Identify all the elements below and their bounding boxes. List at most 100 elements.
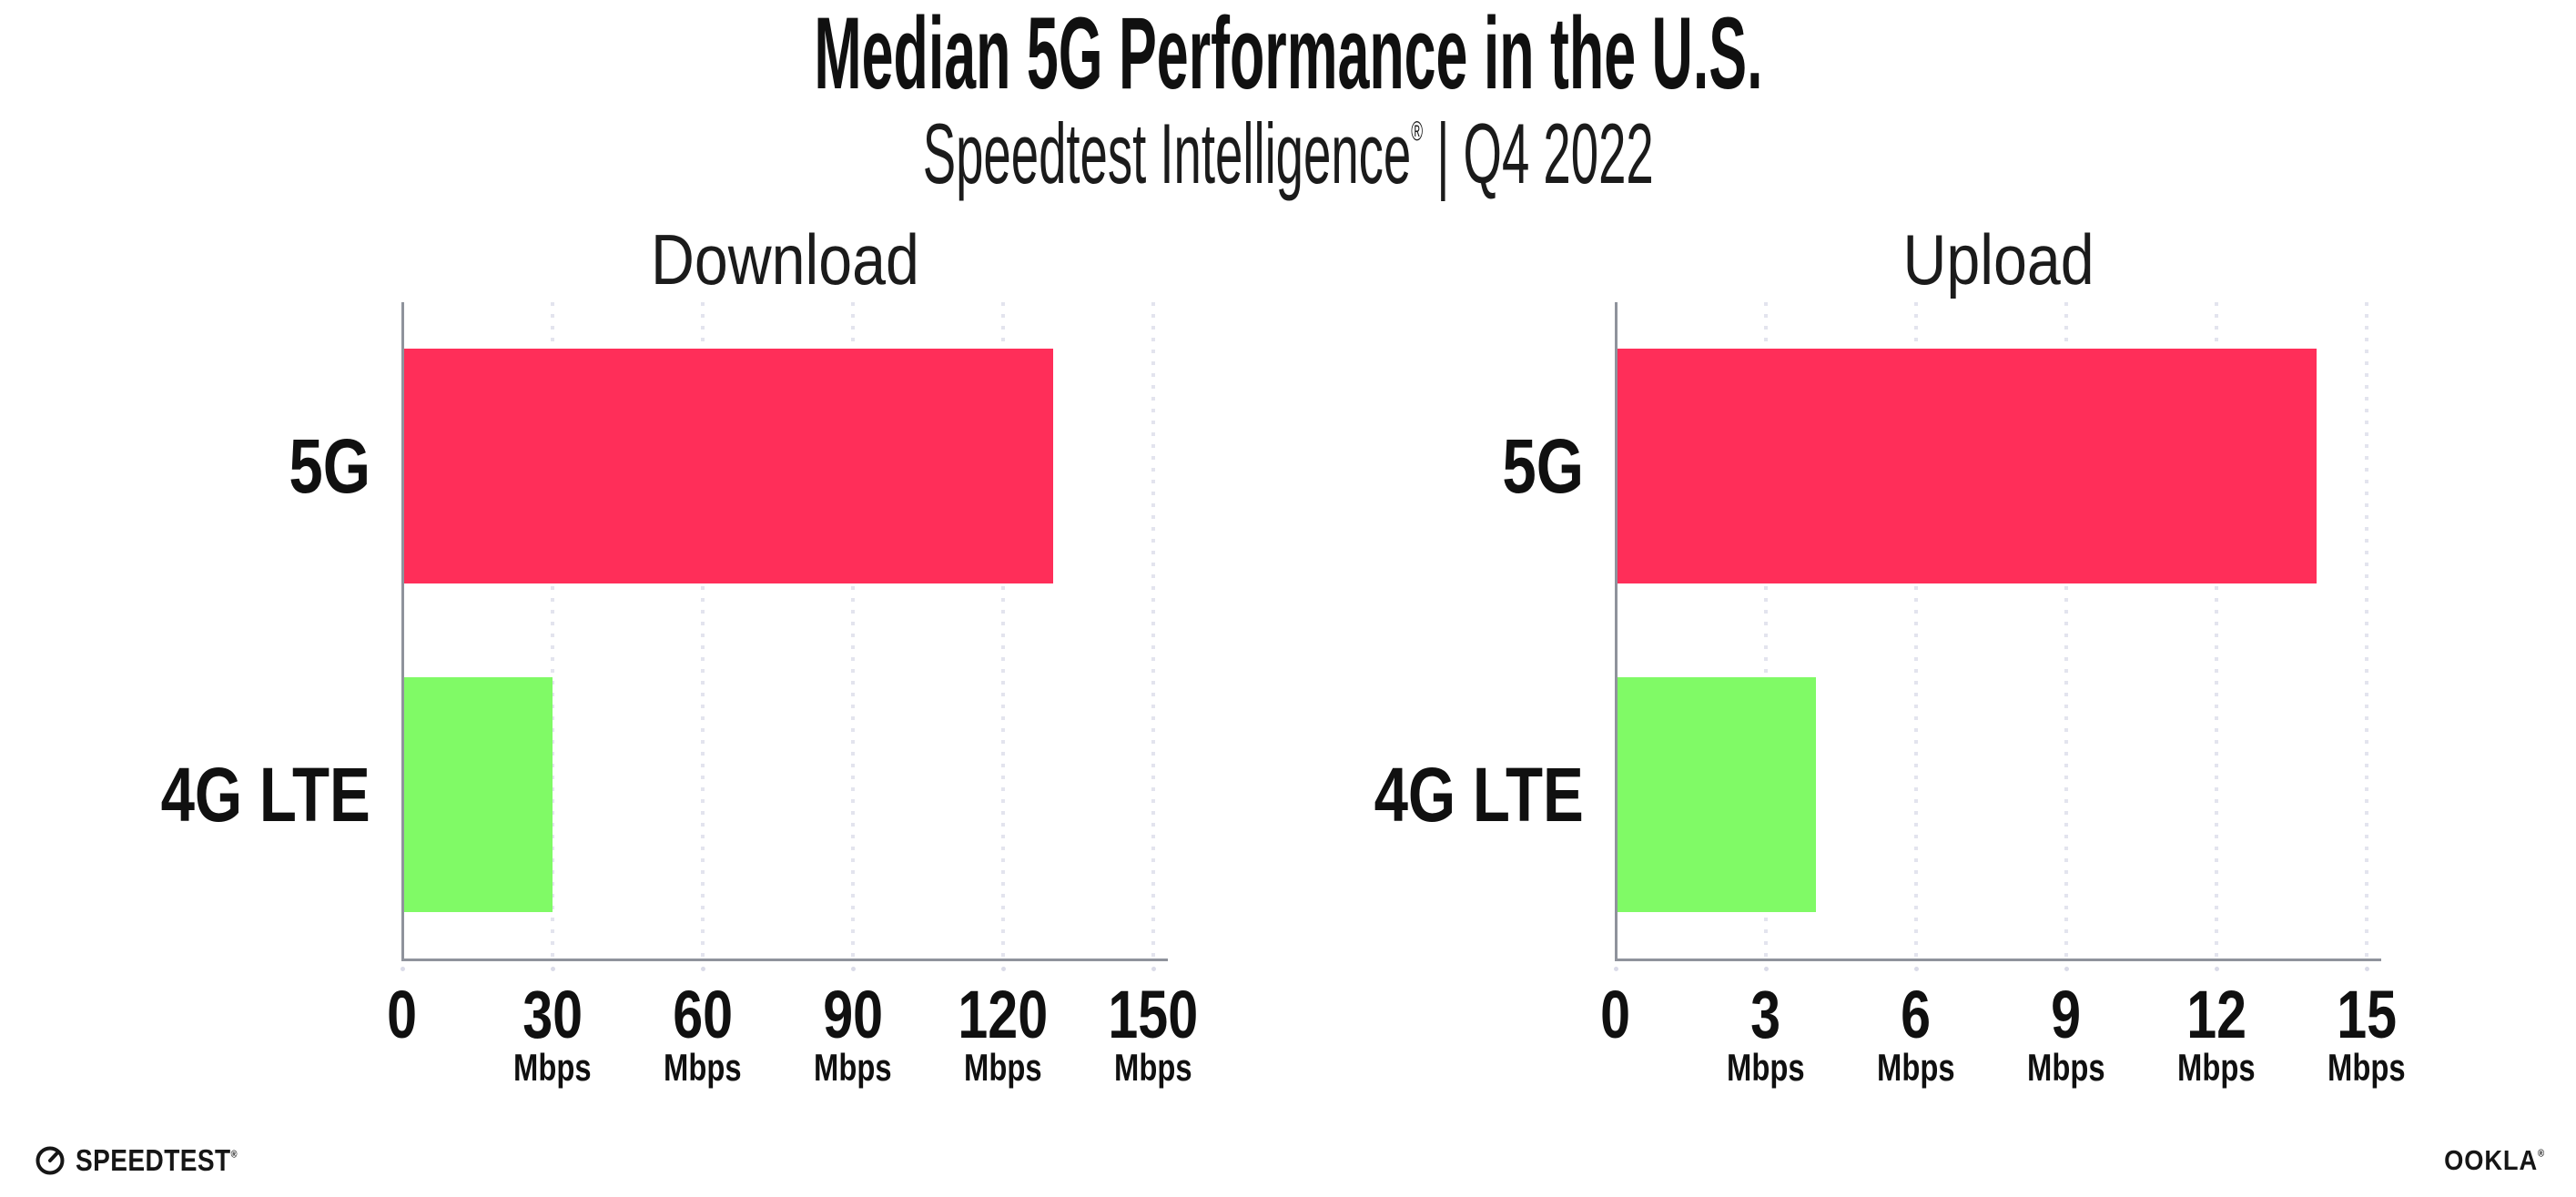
- x-tick-mark-60-download: [701, 967, 705, 971]
- x-tick-unit-text: Mbps: [2177, 1046, 2256, 1089]
- x-tick-value: 12: [2186, 977, 2246, 1052]
- x-tick-label-3-upload: 3: [1657, 981, 1875, 1049]
- x-tick-unit-text: Mbps: [664, 1046, 742, 1089]
- gridline-60-download: [701, 302, 705, 959]
- x-tick-label-15-upload: 15: [2257, 981, 2476, 1049]
- x-tick-unit-60-download: Mbps: [593, 1049, 812, 1087]
- category-label-text: 5G: [289, 423, 370, 510]
- x-tick-value: 0: [387, 977, 418, 1052]
- x-tick-value: 6: [1901, 977, 1932, 1052]
- x-tick-unit-text: Mbps: [513, 1046, 592, 1089]
- gauge-icon: [35, 1146, 65, 1175]
- x-tick-mark-6-upload: [1914, 967, 1919, 971]
- x-tick-value: 90: [823, 977, 883, 1052]
- speedtest-logo: SPEEDTEST®: [33, 1140, 266, 1180]
- x-tick-unit-9-upload: Mbps: [1957, 1049, 2175, 1087]
- page-title-text: Median 5G Performance in the U.S.: [813, 0, 1763, 110]
- chart-title-download: Download: [402, 224, 1168, 295]
- x-tick-mark-90-download: [851, 967, 856, 971]
- gridline-6-upload: [1914, 302, 1918, 959]
- page-title: Median 5G Performance in the U.S.: [0, 0, 2576, 107]
- chart-title-text: Upload: [1902, 219, 2094, 299]
- chart-title-text: Download: [651, 219, 919, 299]
- x-axis-line-upload: [1615, 959, 2381, 961]
- x-tick-value: 9: [2051, 977, 2082, 1052]
- category-label-4g-lte-upload: 4G LTE: [1111, 677, 1584, 912]
- x-tick-unit-150-download: Mbps: [1044, 1049, 1263, 1087]
- gridline-90-download: [851, 302, 855, 959]
- bar-5g-download: [402, 349, 1053, 584]
- x-tick-value: 0: [1600, 977, 1631, 1052]
- gridline-12-upload: [2215, 302, 2218, 959]
- registered-trademark-icon: ®: [1411, 117, 1423, 147]
- x-tick-unit-30-download: Mbps: [443, 1049, 662, 1087]
- x-tick-label-12-upload: 12: [2107, 981, 2326, 1049]
- x-tick-mark-0-upload: [1614, 967, 1618, 971]
- bar-5g-upload: [1616, 349, 2317, 584]
- x-axis-line-download: [401, 959, 1168, 961]
- x-tick-unit-text: Mbps: [2027, 1046, 2105, 1089]
- ookla-logo: OOKLA®: [2430, 1141, 2545, 1178]
- x-tick-value: 3: [1750, 977, 1781, 1052]
- x-tick-unit-90-download: Mbps: [744, 1049, 962, 1087]
- bar-4g-lte-upload: [1616, 676, 1816, 912]
- x-tick-value: 60: [673, 977, 733, 1052]
- x-tick-mark-30-download: [551, 967, 555, 971]
- x-tick-mark-12-upload: [2215, 967, 2219, 971]
- category-label-5g-upload: 5G: [1111, 349, 1584, 583]
- x-tick-label-150-download: 150: [1044, 981, 1263, 1049]
- gridline-30-download: [551, 302, 554, 959]
- x-tick-mark-150-download: [1151, 967, 1156, 971]
- x-tick-label-120-download: 120: [894, 981, 1112, 1049]
- x-tick-unit-15-upload: Mbps: [2257, 1049, 2476, 1087]
- ookla-wordmark: OOKLA®: [2444, 1143, 2545, 1176]
- y-axis-spine-download: [401, 302, 404, 961]
- x-tick-value: 30: [522, 977, 583, 1052]
- x-tick-unit-3-upload: Mbps: [1657, 1049, 1875, 1087]
- speedtest-wordmark: SPEEDTEST®: [76, 1142, 238, 1177]
- x-tick-value: 15: [2337, 977, 2397, 1052]
- chart-title-upload: Upload: [1616, 224, 2381, 295]
- subtitle-brand: Speedtest Intelligence: [922, 106, 1412, 201]
- x-tick-unit-text: Mbps: [964, 1046, 1042, 1089]
- category-label-text: 5G: [1502, 423, 1584, 510]
- category-label-text: 4G LTE: [160, 751, 370, 837]
- gridline-15-upload: [2365, 302, 2368, 959]
- x-tick-label-30-download: 30: [443, 981, 662, 1049]
- y-axis-spine-upload: [1615, 302, 1618, 961]
- x-tick-value: 120: [958, 977, 1049, 1052]
- bar-4g-lte-download: [402, 676, 553, 912]
- gridline-120-download: [1001, 302, 1005, 959]
- x-tick-value: 150: [1108, 977, 1199, 1052]
- x-tick-label-6-upload: 6: [1807, 981, 2025, 1049]
- x-tick-mark-0-download: [401, 967, 405, 971]
- gridline-9-upload: [2064, 302, 2068, 959]
- x-tick-mark-9-upload: [2064, 967, 2069, 971]
- ookla-trademark-icon: ®: [2537, 1148, 2545, 1160]
- x-tick-unit-text: Mbps: [1114, 1046, 1192, 1089]
- x-tick-unit-text: Mbps: [1727, 1046, 1805, 1089]
- page-subtitle: Speedtest Intelligence® | Q4 2022: [0, 106, 2576, 201]
- speedtest-trademark-icon: ®: [230, 1149, 238, 1161]
- x-tick-unit-text: Mbps: [814, 1046, 892, 1089]
- x-tick-unit-text: Mbps: [1877, 1046, 1955, 1089]
- x-tick-mark-15-upload: [2365, 967, 2369, 971]
- gridline-150-download: [1151, 302, 1155, 959]
- x-tick-label-90-download: 90: [744, 981, 962, 1049]
- x-tick-label-0-upload: 0: [1506, 981, 1725, 1049]
- x-tick-unit-text: Mbps: [2328, 1046, 2406, 1089]
- x-tick-unit-12-upload: Mbps: [2107, 1049, 2326, 1087]
- x-tick-mark-120-download: [1001, 967, 1006, 971]
- x-tick-unit-120-download: Mbps: [894, 1049, 1112, 1087]
- x-tick-label-0-download: 0: [293, 981, 512, 1049]
- category-label-4g-lte-download: 4G LTE: [0, 677, 370, 912]
- x-tick-mark-3-upload: [1764, 967, 1769, 971]
- subtitle-period: | Q4 2022: [1422, 106, 1654, 201]
- category-label-5g-download: 5G: [0, 349, 370, 583]
- gridline-3-upload: [1764, 302, 1768, 959]
- x-tick-label-60-download: 60: [593, 981, 812, 1049]
- x-tick-unit-6-upload: Mbps: [1807, 1049, 2025, 1087]
- category-label-text: 4G LTE: [1374, 751, 1584, 837]
- x-tick-label-9-upload: 9: [1957, 981, 2175, 1049]
